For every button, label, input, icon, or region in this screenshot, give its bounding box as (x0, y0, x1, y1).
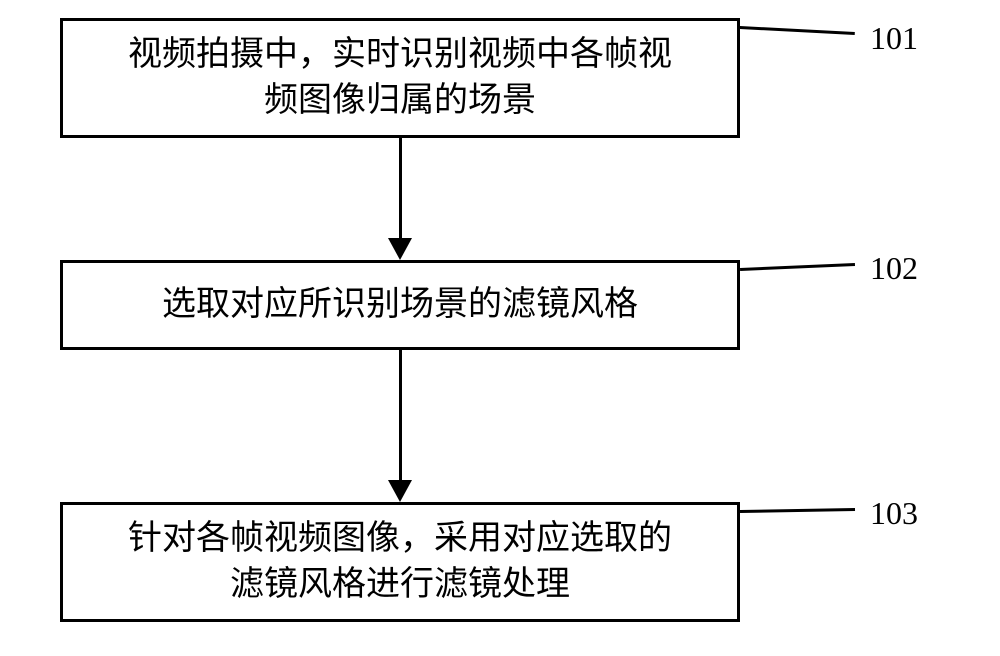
arrow-head-icon (388, 238, 412, 260)
step-label: 101 (870, 20, 918, 57)
step-label: 102 (870, 250, 918, 287)
step-label: 103 (870, 495, 918, 532)
flow-step-102: 选取对应所识别场景的滤镜风格 (60, 260, 740, 350)
flow-step-text: 选取对应所识别场景的滤镜风格 (162, 282, 638, 328)
flow-step-text: 针对各帧视频图像，采用对应选取的 滤镜风格进行滤镜处理 (128, 516, 672, 608)
flowchart-canvas: 视频拍摄中，实时识别视频中各帧视 频图像归属的场景 101 选取对应所识别场景的滤镜… (0, 0, 1000, 656)
flow-step-101: 视频拍摄中，实时识别视频中各帧视 频图像归属的场景 (60, 18, 740, 138)
label-connector (740, 26, 855, 35)
arrow-stem (399, 350, 402, 480)
label-connector (740, 263, 855, 271)
label-connector (740, 508, 855, 513)
flow-step-103: 针对各帧视频图像，采用对应选取的 滤镜风格进行滤镜处理 (60, 502, 740, 622)
flow-step-text: 视频拍摄中，实时识别视频中各帧视 频图像归属的场景 (128, 32, 672, 124)
arrow-head-icon (388, 480, 412, 502)
arrow-stem (399, 138, 402, 238)
